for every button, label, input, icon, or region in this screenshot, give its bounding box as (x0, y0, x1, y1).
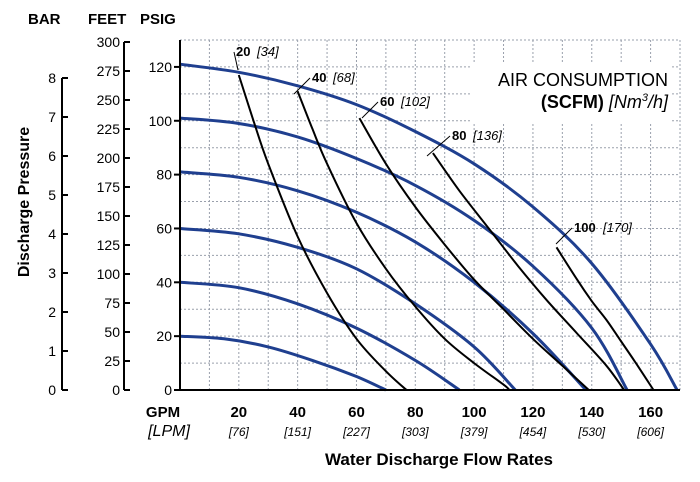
subtitle-end: /h] (646, 92, 669, 112)
air-curve-alt-label: [102] (400, 94, 430, 109)
bar-tick-label: 0 (48, 382, 56, 398)
x-tick-label-lpm: [379] (460, 425, 488, 439)
air-curve-label: 100 (574, 220, 596, 235)
x-tick-label-gpm: 40 (289, 404, 306, 421)
feet-tick-label: 50 (104, 324, 120, 340)
x-tick-label-gpm: 160 (638, 404, 663, 421)
psig-tick-label: 120 (149, 59, 173, 75)
air-curve-label: 60 (380, 94, 394, 109)
legend-box (470, 64, 670, 124)
feet-tick-label: 275 (97, 63, 121, 79)
air-curve (296, 90, 511, 391)
psig-tick-label: 80 (156, 167, 172, 183)
feet-tick-label: 150 (97, 208, 121, 224)
pressure-curve (179, 334, 387, 392)
chart-subtitle: (SCFM) [Nm3/h] (541, 92, 669, 112)
feet-tick-label: 300 (97, 34, 121, 50)
x-tick-label-gpm: 60 (348, 404, 365, 421)
x-tick-label-gpm: 100 (462, 404, 487, 421)
lpm-unit-label: [LPM] (147, 423, 190, 440)
air-curve-label: 20 (236, 44, 250, 59)
feet-tick-label: 100 (97, 266, 121, 282)
feet-tick-label: 175 (97, 179, 121, 195)
air-curve (358, 117, 590, 391)
axis-labels: 20 [34]40 [68]60 [102]80 [136]100 [170]020406… (48, 34, 664, 439)
air-curve-alt-label: [68] (332, 70, 355, 85)
air-curve (432, 152, 625, 391)
feet-unit-label: FEET (88, 11, 126, 28)
x-tick-label-gpm: 20 (230, 404, 247, 421)
gpm-unit-label: GPM (146, 404, 180, 421)
subtitle-nm: [Nm (608, 92, 642, 112)
bar-tick-label: 3 (48, 265, 56, 281)
psig-tick-label: 60 (156, 220, 172, 236)
psig-tick-label: 100 (149, 113, 173, 129)
x-tick-label-lpm: [227] (342, 425, 370, 439)
air-curve (237, 74, 408, 391)
air-curve (555, 246, 655, 391)
bar-tick-label: 4 (48, 226, 56, 242)
air-curve-leader (555, 227, 573, 245)
psig-tick-label: 20 (156, 328, 172, 344)
feet-tick-label: 75 (104, 295, 120, 311)
bar-tick-label: 2 (48, 304, 56, 320)
x-tick-label-gpm: 120 (520, 404, 545, 421)
feet-tick-label: 25 (104, 353, 120, 369)
feet-tick-label: 0 (112, 382, 120, 398)
pressure-curves (179, 62, 679, 392)
air-consumption-curves (237, 74, 655, 391)
pressure-curve (179, 280, 461, 392)
pressure-curve (179, 116, 629, 391)
bar-tick-label: 5 (48, 187, 56, 203)
x-tick-label-gpm: 80 (407, 404, 424, 421)
bar-tick-label: 7 (48, 109, 56, 125)
x-tick-label-lpm: [530] (577, 425, 605, 439)
pressure-curve (179, 62, 679, 391)
bar-tick-label: 8 (48, 70, 56, 86)
air-curve-leader (426, 135, 451, 157)
psig-tick-label: 40 (156, 274, 172, 290)
x-tick-label-lpm: [76] (228, 425, 250, 439)
air-curve-alt-label: [170] (602, 220, 632, 235)
pressure-curve (179, 227, 517, 392)
x-tick-label-lpm: [454] (519, 425, 547, 439)
feet-tick-label: 225 (97, 121, 121, 137)
air-curve-leader (361, 101, 379, 119)
psig-tick-label: 0 (164, 382, 172, 398)
bar-unit-label: BAR (28, 11, 61, 28)
axes (61, 40, 680, 391)
chart-title: AIR CONSUMPTION (498, 70, 668, 90)
air-curve-label: 40 (312, 70, 326, 85)
psig-unit-label: PSIG (140, 11, 176, 28)
bar-tick-label: 6 (48, 148, 56, 164)
bar-tick-label: 1 (48, 343, 56, 359)
air-curve-leader (233, 51, 239, 71)
x-tick-label-lpm: [303] (401, 425, 429, 439)
feet-tick-label: 250 (97, 92, 121, 108)
y-axis-title: Discharge Pressure (16, 127, 33, 277)
air-curve-alt-label: [136] (472, 128, 502, 143)
air-curve-alt-label: [34] (256, 44, 279, 59)
air-curve-label: 80 (452, 128, 466, 143)
subtitle-sup: 3 (642, 92, 649, 104)
subtitle-scfm: (SCFM) (541, 92, 604, 112)
air-curve-leader (293, 77, 311, 95)
feet-tick-label: 125 (97, 237, 121, 253)
x-tick-label-gpm: 140 (579, 404, 604, 421)
x-tick-label-lpm: [151] (283, 425, 311, 439)
x-axis-title: Water Discharge Flow Rates (325, 450, 553, 469)
x-tick-label-lpm: [606] (636, 425, 664, 439)
pressure-curve (179, 170, 587, 392)
feet-tick-label: 200 (97, 150, 121, 166)
